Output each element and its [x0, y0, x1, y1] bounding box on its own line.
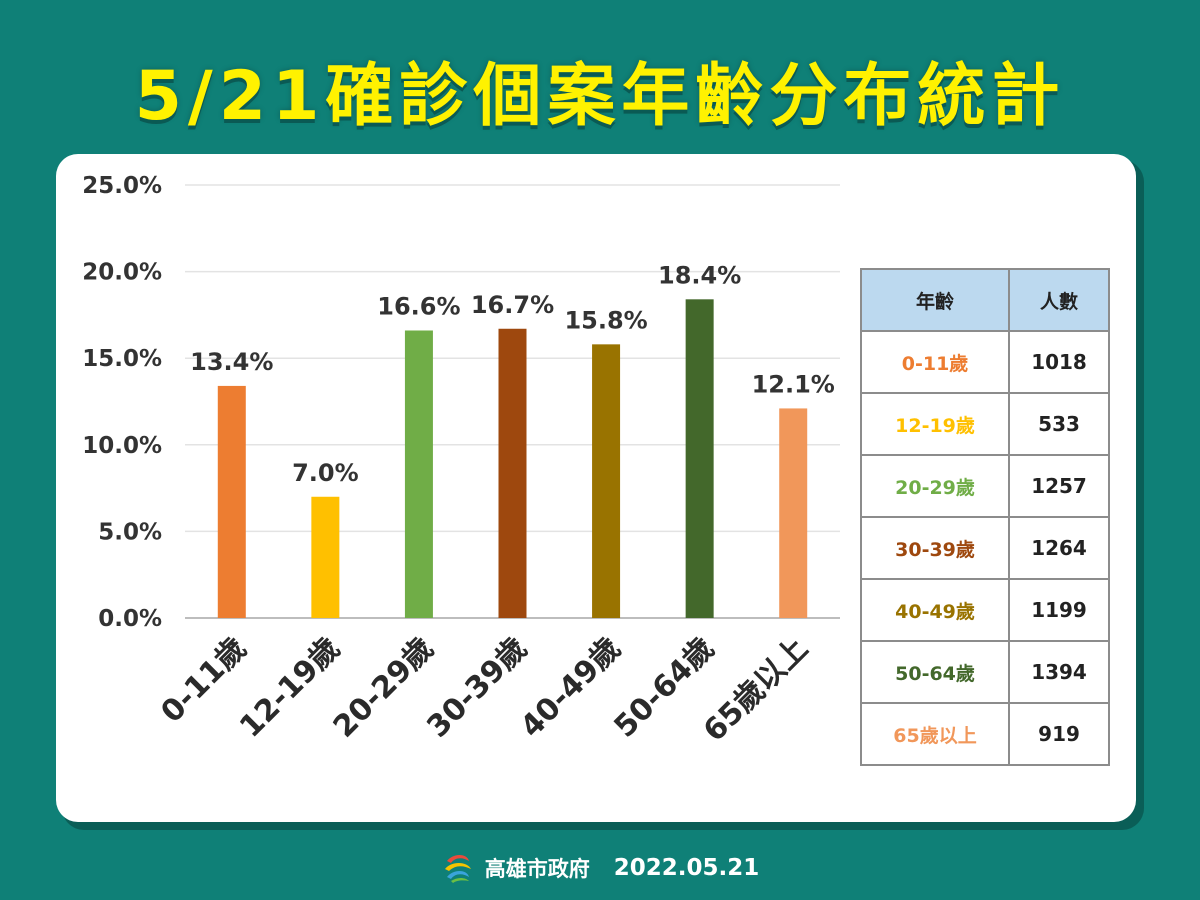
data-label: 18.4% [658, 261, 741, 289]
bar [311, 496, 340, 618]
data-label: 16.7% [471, 291, 554, 319]
table-row: 65歲以上 919 [859, 702, 1110, 766]
table-cell-count: 1394 [1008, 640, 1110, 704]
table-cell-count: 919 [1008, 702, 1110, 766]
x-tick-label: 65歲以上 [697, 631, 815, 749]
table-cell-count: 1257 [1008, 454, 1110, 518]
data-label: 13.4% [190, 348, 273, 376]
y-tick-label: 10.0% [82, 433, 162, 459]
header-count: 人數 [1008, 268, 1110, 332]
table-cell-age: 20-29歲 [859, 454, 1011, 518]
header-age: 年齡 [859, 268, 1011, 332]
table-row: 40-49歲 1199 [859, 578, 1110, 642]
table-cell-age: 65歲以上 [859, 702, 1011, 766]
table-cell-count: 1264 [1008, 516, 1110, 580]
table-row: 50-64歲 1394 [859, 640, 1110, 704]
footer-date: 2022.05.21 [613, 855, 760, 881]
x-tick-label: 20-29歲 [327, 631, 441, 745]
x-tick-label: 40-49歲 [514, 631, 628, 745]
table-row: 20-29歲 1257 [859, 454, 1110, 518]
bar [592, 344, 621, 618]
kaohsiung-logo-icon [444, 855, 471, 883]
data-label: 16.6% [377, 292, 460, 320]
x-tick-label: 12-19歲 [233, 631, 347, 745]
footer: 高雄市政府 2022.05.21 [0, 846, 1200, 890]
table-cell-age: 12-19歲 [859, 392, 1011, 456]
bar [404, 330, 433, 618]
data-label: 7.0% [292, 459, 359, 487]
table-cell-count: 533 [1008, 392, 1110, 456]
x-tick-label: 30-39歲 [420, 631, 534, 745]
table-cell-count: 1018 [1008, 330, 1110, 394]
table-row: 12-19歲 533 [859, 392, 1110, 456]
y-tick-label: 5.0% [98, 519, 162, 545]
y-tick-label: 25.0% [82, 173, 162, 199]
bar [498, 328, 527, 618]
bar [779, 408, 808, 618]
table-cell-age: 0-11歲 [859, 330, 1011, 394]
footer-org: 高雄市政府 [484, 857, 590, 881]
table-cell-count: 1199 [1008, 578, 1110, 642]
table-row: 0-11歲 1018 [859, 330, 1110, 394]
data-label: 12.1% [752, 370, 835, 398]
age-count-table: 年齡 人數 0-11歲 1018 12-19歲 533 20-29歲 1257 30-39歲… [859, 268, 1110, 766]
table-cell-age: 40-49歲 [859, 578, 1011, 642]
table-cell-age: 50-64歲 [859, 640, 1011, 704]
y-tick-label: 0.0% [98, 606, 162, 632]
page-title: 5/21確診個案年齡分布統計 [134, 57, 1066, 136]
bar [685, 299, 714, 618]
table-cell-age: 30-39歲 [859, 516, 1011, 580]
table-row: 30-39歲 1264 [859, 516, 1110, 580]
y-tick-label: 15.0% [82, 346, 162, 372]
data-label: 15.8% [564, 306, 647, 334]
table-header-row: 年齡 人數 [859, 268, 1110, 332]
y-tick-label: 20.0% [82, 260, 162, 286]
bar [217, 385, 246, 618]
